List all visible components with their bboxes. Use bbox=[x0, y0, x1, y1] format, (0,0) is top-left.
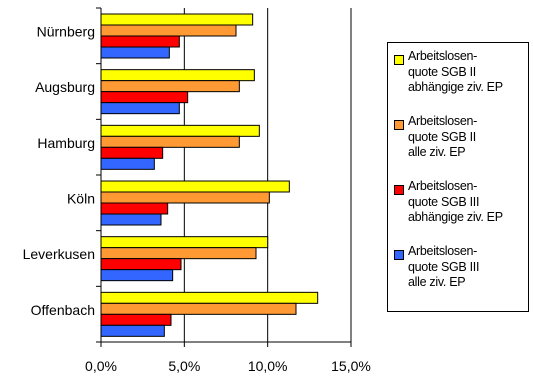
tick-labels: 0,0% 5,0% 10,0% 15,0% bbox=[85, 358, 371, 374]
category-label: Augsburg bbox=[35, 79, 95, 95]
bar bbox=[100, 247, 257, 260]
legend-label: Arbeitslosen- quote SGB II abhängige ziv… bbox=[408, 49, 503, 94]
bar bbox=[100, 269, 174, 282]
legend-swatch bbox=[394, 55, 404, 65]
legend-swatch bbox=[394, 120, 404, 130]
legend-swatch bbox=[394, 250, 404, 260]
bars bbox=[100, 13, 319, 337]
bar bbox=[100, 213, 162, 226]
category-label: Leverkusen bbox=[23, 246, 95, 262]
bar bbox=[100, 35, 180, 48]
gridlines bbox=[183, 8, 352, 342]
bar bbox=[100, 69, 255, 82]
bar bbox=[100, 146, 164, 159]
bar bbox=[100, 324, 165, 337]
bar bbox=[100, 91, 189, 104]
legend-label: Arbeitslosen- quote SGB III abhängige zi… bbox=[408, 179, 503, 224]
category-labels: Nürnberg Augsburg Hamburg Köln Leverkusen Off… bbox=[23, 24, 95, 318]
bar bbox=[100, 46, 170, 59]
bar bbox=[100, 258, 182, 271]
legend-swatch bbox=[394, 185, 404, 195]
x-tick-label: 10,0% bbox=[248, 358, 288, 374]
bar bbox=[100, 313, 172, 326]
x-tick-label: 0,0% bbox=[85, 358, 117, 374]
bar bbox=[100, 135, 240, 148]
bar bbox=[100, 291, 319, 304]
bar bbox=[100, 202, 169, 215]
bar bbox=[100, 236, 269, 249]
bar bbox=[100, 102, 180, 115]
category-label: Offenbach bbox=[31, 302, 95, 318]
bar bbox=[100, 191, 270, 204]
category-label: Köln bbox=[67, 191, 95, 207]
bar-chart: Nürnberg Augsburg Hamburg Köln Leverkusen Off… bbox=[23, 7, 371, 374]
x-tick-label: 5,0% bbox=[168, 358, 200, 374]
bar bbox=[100, 180, 290, 193]
x-tick-label: 15,0% bbox=[331, 358, 371, 374]
bar bbox=[100, 13, 254, 26]
legend-label: Arbeitslosen- quote SGB III alle ziv. EP bbox=[408, 244, 480, 289]
bar bbox=[100, 302, 297, 315]
legend-label: Arbeitslosen- quote SGB II alle ziv. EP bbox=[408, 114, 478, 159]
chart-legend: Arbeitslosen- quote SGB II abhängige ziv… bbox=[387, 42, 529, 312]
bar bbox=[100, 80, 240, 93]
axes bbox=[96, 7, 352, 347]
bar bbox=[100, 157, 155, 170]
bar bbox=[100, 124, 260, 137]
bar bbox=[100, 24, 237, 37]
category-label: Hamburg bbox=[37, 135, 95, 151]
category-label: Nürnberg bbox=[37, 24, 95, 40]
